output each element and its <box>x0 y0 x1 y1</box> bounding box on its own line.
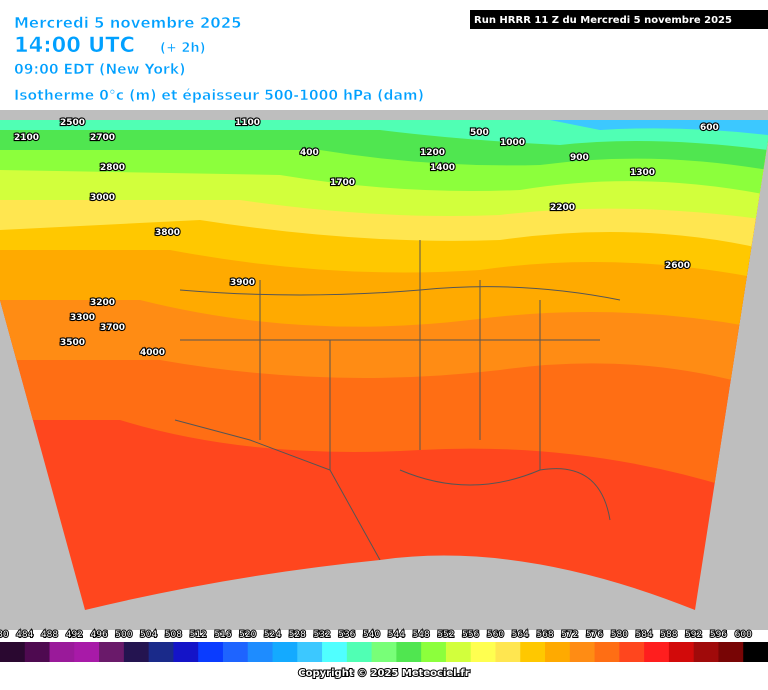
colorbar-label: 508 <box>165 630 182 640</box>
colorbar-swatch <box>396 642 422 662</box>
colorbar-swatch <box>198 642 224 662</box>
copyright: Copyright © 2025 Meteociel.fr <box>298 668 469 679</box>
colorbar-swatch <box>569 642 596 662</box>
date: Mercredi 5 novembre 2025 <box>14 14 242 32</box>
colorbar-swatch <box>272 642 298 662</box>
contour-labels: 2100 2500 2800 3000 3200 3700 4000 3800 3500 2700… <box>13 117 720 359</box>
colorbar-swatch <box>743 642 768 662</box>
contour-label: 1000 <box>500 138 525 148</box>
contour-label: 3300 <box>70 313 95 323</box>
colorbar-label: 528 <box>289 630 306 640</box>
contour-label: 3900 <box>230 278 255 288</box>
colorbar-swatch <box>173 642 199 662</box>
colorbar-swatch <box>693 642 719 662</box>
colorbar: 480 484 488 492 496 500 504 508 512 516 520 524 528 5… <box>0 629 768 662</box>
colorbar-label: 492 <box>66 630 83 640</box>
colorbar-swatch <box>445 642 472 662</box>
colorbar-swatch <box>520 642 546 662</box>
colorbar-label: 588 <box>660 630 677 640</box>
thickness-field <box>0 120 768 610</box>
colorbar-swatch <box>619 642 645 662</box>
colorbar-swatch <box>222 642 249 662</box>
colorbar-swatch <box>545 642 571 662</box>
contour-label: 3700 <box>100 323 125 333</box>
colorbar-label: 532 <box>313 630 330 640</box>
contour-label: 2500 <box>60 118 85 128</box>
colorbar-label: 540 <box>363 630 380 640</box>
colorbar-label: 560 <box>487 630 504 640</box>
colorbar-swatch <box>495 642 521 662</box>
colorbar-label: 536 <box>338 630 355 640</box>
colorbar-swatch <box>668 642 695 662</box>
contour-label: 2200 <box>550 203 575 213</box>
colorbar-label: 488 <box>41 630 58 640</box>
colorbar-label: 576 <box>586 630 603 640</box>
colorbar-label: 504 <box>140 630 157 640</box>
contour-label: 1300 <box>630 168 655 178</box>
contour-label: 2100 <box>14 133 39 143</box>
colorbar-swatch <box>0 642 26 662</box>
colorbar-label: 584 <box>636 630 653 640</box>
colorbar-swatch <box>297 642 323 662</box>
colorbar-label: 592 <box>685 630 702 640</box>
contour-label: 500 <box>470 128 489 138</box>
colorbar-label: 516 <box>214 630 231 640</box>
colorbar-swatch <box>594 642 620 662</box>
colorbar-label: 520 <box>239 630 256 640</box>
colorbar-label: 496 <box>91 630 108 640</box>
colorbar-swatch <box>371 642 397 662</box>
contour-label: 2800 <box>100 163 125 173</box>
colorbar-swatch <box>99 642 125 662</box>
contour-label: 400 <box>300 148 319 158</box>
colorbar-label: 524 <box>264 630 281 640</box>
colorbar-swatch <box>148 642 174 662</box>
colorbar-label: 544 <box>388 630 405 640</box>
colorbar-swatch <box>24 642 51 662</box>
colorbar-swatch <box>322 642 348 662</box>
contour-label: 3200 <box>90 298 115 308</box>
local-time: 09:00 EDT (New York) <box>14 62 186 78</box>
contour-label: 3500 <box>60 338 85 348</box>
colorbar-label: 600 <box>735 630 752 640</box>
contour-label: 1100 <box>235 118 260 128</box>
colorbar-swatch <box>718 642 744 662</box>
colorbar-swatch <box>346 642 373 662</box>
colorbar-swatch <box>421 642 447 662</box>
colorbar-label: 572 <box>561 630 578 640</box>
contour-label: 600 <box>700 123 719 133</box>
colorbar-label: 500 <box>115 630 132 640</box>
contour-label: 1700 <box>330 178 355 188</box>
run-box <box>470 10 768 29</box>
colorbar-label: 568 <box>536 630 553 640</box>
colorbar-label: 580 <box>611 630 628 640</box>
contour-label: 2700 <box>90 133 115 143</box>
contour-label: 3800 <box>155 228 180 238</box>
colorbar-label: 552 <box>437 630 454 640</box>
contour-label: 2600 <box>665 261 690 271</box>
colorbar-label: 512 <box>190 630 207 640</box>
product: Isotherme 0°c (m) et épaisseur 500-1000 … <box>14 88 424 104</box>
contour-label: 1200 <box>420 148 445 158</box>
offset: (+ 2h) <box>160 41 206 56</box>
colorbar-swatch <box>247 642 274 662</box>
colorbar-label: 556 <box>462 630 479 640</box>
colorbar-swatch <box>470 642 496 662</box>
colorbar-swatch <box>644 642 670 662</box>
colorbar-label: 480 <box>0 630 9 640</box>
colorbar-label: 596 <box>710 630 727 640</box>
contour-label: 900 <box>570 153 589 163</box>
contour-label: 1400 <box>430 163 455 173</box>
colorbar-swatch <box>49 642 75 662</box>
colorbar-swatch <box>74 642 100 662</box>
colorbar-swatch <box>123 642 150 662</box>
colorbar-label: 484 <box>16 630 33 640</box>
utc-time: 14:00 UTC <box>14 33 135 57</box>
contour-label: 3000 <box>90 193 115 203</box>
colorbar-label: 548 <box>413 630 430 640</box>
contour-label: 4000 <box>140 348 165 358</box>
colorbar-label: 564 <box>512 630 529 640</box>
run-label: Run HRRR 11 Z du Mercredi 5 novembre 202… <box>474 15 732 26</box>
